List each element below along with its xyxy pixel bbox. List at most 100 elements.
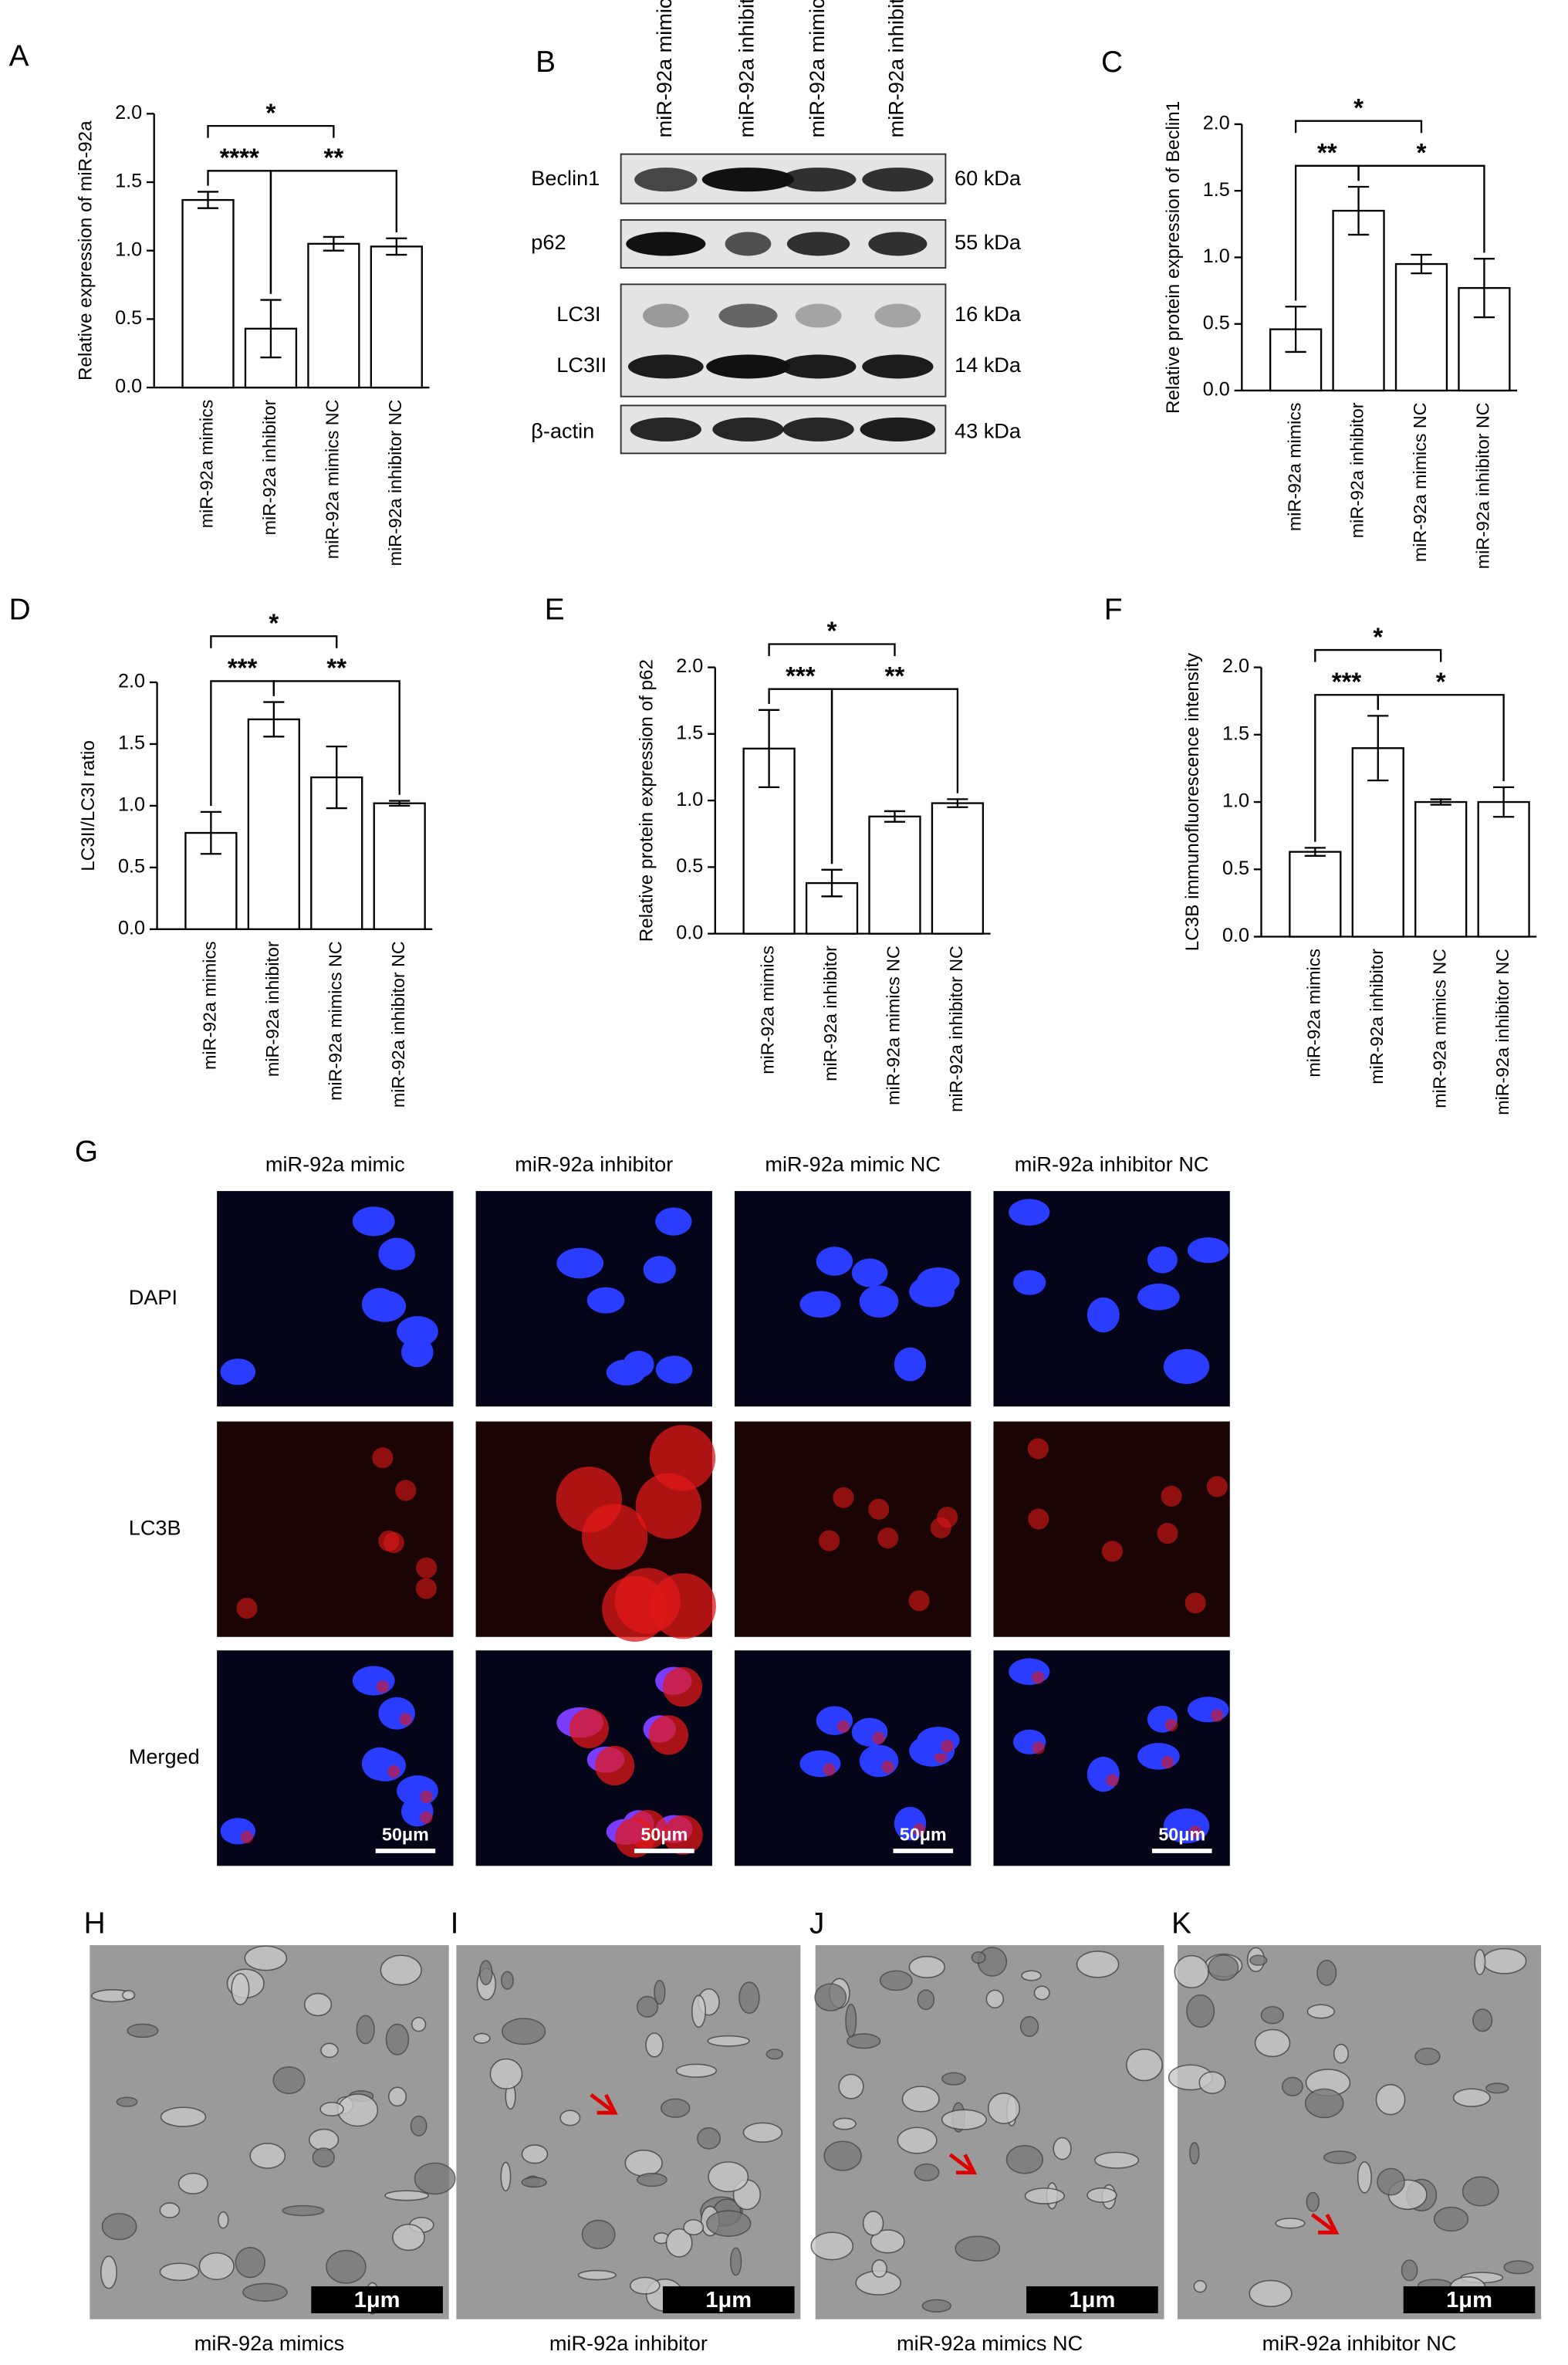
blot-band [782,417,854,442]
em-texture [917,1989,935,2011]
nucleus [655,1207,692,1236]
y-axis-label: LC3II/LC3I ratio [78,740,99,871]
significance-bracket [210,635,338,648]
nucleus [655,1355,693,1384]
blot-band [862,167,934,192]
em-texture [1333,2043,1350,2064]
blot-band [795,303,842,328]
em-texture [410,2115,427,2137]
lc3b-signal [582,1504,648,1570]
em-texture [941,2072,966,2086]
bar [247,718,300,930]
em-texture [1254,2028,1291,2058]
em-texture [1414,2047,1441,2066]
significance-label: *** [786,661,816,690]
em-texture [845,2003,857,2038]
lc3b-signal [387,1765,400,1778]
y-axis-label: Relative expression of miR-92a [75,120,96,381]
em-texture [1174,1954,1209,1989]
y-tick-label: 1.5 [676,722,703,744]
lane-label: miR-92a inhibitor NC [884,0,908,137]
protein-label: p62 [531,230,566,254]
em-texture [478,1960,493,1986]
y-axis-label: Relative protein expression of Beclin1 [1163,101,1184,414]
lc3b-signal [240,1831,254,1844]
lc3b-signal [420,1790,433,1804]
y-tick-label: 0.0 [1222,925,1249,946]
nucleus [1163,1348,1210,1385]
significance-label: * [827,617,837,645]
em-texture [249,2143,286,2169]
row-label: Merged [129,1744,200,1768]
panel-letter: F [1104,594,1123,627]
significance-bracket [1377,694,1505,782]
em-texture [392,2223,425,2252]
em-texture [308,2128,340,2151]
em-image [1177,1945,1542,2319]
panel-letter: H [84,1907,106,1940]
lc3b-signal [415,1578,437,1599]
em-texture [921,2299,951,2313]
nucleus [917,1267,960,1294]
em-texture [810,2231,854,2261]
arrow [590,2093,618,2115]
lc3b-signal [615,1818,655,1858]
arrow [948,2153,978,2175]
panel-letter: A [9,39,29,73]
blot-band [780,354,857,379]
em-texture [1503,2260,1534,2275]
blot-band [630,417,701,442]
em-texture [244,1945,288,1971]
em-texture [637,2172,667,2187]
lc3b-signal [372,1447,394,1469]
em-texture [489,2058,523,2090]
blot-band [860,417,936,442]
size-label: 14 kDa [955,353,1022,377]
x-tick-label: miR-92a mimics NC [323,400,343,560]
em-texture [1260,2006,1284,2025]
em-texture [303,1992,333,2017]
panel-letter: I [451,1907,459,1940]
lc3b-signal [1161,1485,1182,1507]
lc3b-signal [1106,1774,1119,1787]
lc3b-signal [833,1487,854,1508]
panel-letter: B [536,46,556,79]
em-texture [765,2049,784,2060]
panel-letter: C [1101,46,1123,79]
em-texture [1208,1954,1239,1981]
size-label: 55 kDa [955,230,1022,254]
em-texture [1474,1949,1486,1976]
y-tick-label: 1.5 [1222,722,1249,744]
nucleus [1009,1199,1050,1226]
em-texture [987,2093,1021,2125]
error-bar [1285,306,1306,354]
blot-band [701,167,795,192]
lc3b-signal [823,1763,836,1776]
significance-label: *** [1332,667,1362,695]
y-tick-label: 1.5 [118,733,145,754]
scale-bar-label: 50μm [640,1824,688,1844]
nucleus [1137,1743,1180,1770]
y-tick-label: 0.5 [115,307,142,329]
blot-band [718,303,778,328]
em-texture [691,1995,707,2028]
em-texture [1482,1947,1527,1974]
bar [181,198,235,389]
significance-bracket [207,124,335,138]
em-texture [320,2042,339,2059]
blot-band [862,354,934,379]
nucleus [917,1727,960,1754]
em-texture [319,2101,344,2116]
em-texture [581,2219,616,2249]
em-texture [1193,2279,1207,2293]
x-tick-label: miR-92a inhibitor NC [1473,402,1493,569]
em-texture [1377,2167,1405,2196]
em-texture [312,2147,335,2168]
em-texture [879,1970,913,1991]
em-texture [624,2149,663,2177]
y-axis-label: Relative protein expression of p62 [636,659,657,942]
scale-bar [1403,2286,1536,2313]
em-texture [502,2018,546,2045]
lc3b-signal [416,1557,438,1578]
em-texture [730,2247,742,2276]
